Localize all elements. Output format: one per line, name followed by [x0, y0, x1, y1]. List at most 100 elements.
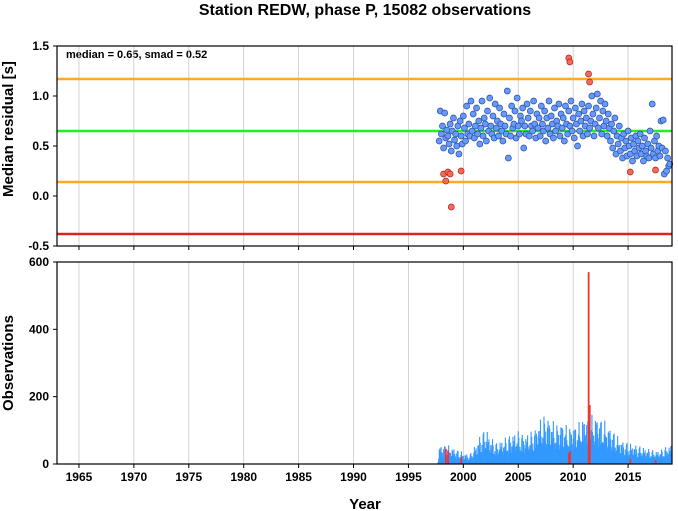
observation-bar [577, 434, 580, 464]
outlier-bar [629, 458, 632, 464]
observation-bar [595, 423, 597, 464]
observation-bar [477, 445, 480, 464]
observation-bar [504, 437, 506, 464]
observation-bar [456, 458, 458, 464]
observation-bar [572, 449, 574, 464]
observation-bar [545, 443, 547, 464]
observation-bar [438, 458, 440, 464]
observation-bar [664, 450, 666, 464]
observation-bar [496, 443, 498, 464]
observation-bar [476, 454, 478, 464]
observation-bar [665, 447, 667, 464]
observation-bar [532, 451, 534, 464]
observation-bar [497, 449, 499, 464]
data-point [578, 100, 586, 108]
observation-bar [514, 435, 516, 464]
data-point [590, 132, 598, 140]
observation-bar [559, 449, 561, 464]
data-point [483, 137, 490, 145]
observation-bar [525, 445, 527, 464]
data-point [589, 110, 597, 118]
observation-bar [660, 456, 662, 464]
data-point [636, 130, 644, 138]
data-point [459, 112, 467, 120]
observation-bar [509, 451, 511, 464]
data-point [486, 94, 494, 102]
observation-bar [652, 450, 654, 464]
observation-bar [610, 439, 612, 464]
observation-bar [529, 446, 532, 464]
observation-bar [548, 443, 550, 464]
observation-bar [465, 455, 467, 464]
x-tick-label: 2000 [450, 470, 477, 484]
outlier-point [566, 58, 574, 66]
outlier-bar [444, 448, 447, 464]
data-point [473, 104, 480, 112]
data-point [480, 114, 488, 122]
data-point [491, 100, 499, 108]
observation-bar [533, 451, 535, 464]
data-point [629, 157, 636, 165]
observation-bar [593, 435, 595, 464]
observation-bar [621, 444, 623, 464]
observation-bar [466, 454, 468, 464]
observation-bar [462, 455, 464, 464]
observation-bar [519, 446, 521, 464]
observation-bar [462, 456, 464, 464]
observation-bar [601, 442, 603, 464]
data-point [519, 104, 526, 112]
observation-bar [498, 450, 501, 464]
observation-bar [645, 458, 647, 464]
observation-bar [562, 446, 564, 464]
data-point [599, 107, 607, 115]
observation-bar [505, 443, 507, 464]
x-tick-label: 1980 [230, 470, 257, 484]
observation-bar [514, 446, 516, 464]
observation-bar [620, 444, 622, 464]
observation-bar [663, 456, 665, 464]
observation-bar [539, 431, 541, 464]
observation-bar [566, 439, 568, 464]
observation-bar [666, 452, 668, 464]
data-point [664, 154, 671, 162]
observation-bar [469, 460, 471, 464]
observation-bar [657, 451, 659, 464]
observation-bar [518, 437, 520, 464]
data-point [569, 114, 577, 122]
observation-bar [498, 455, 500, 464]
outlier-point [626, 168, 634, 176]
observation-bar [666, 451, 668, 464]
outlier-bar [569, 451, 571, 464]
observation-bar [531, 436, 533, 464]
observation-bar [608, 432, 610, 464]
observation-bar [459, 458, 461, 464]
observation-bar [630, 450, 632, 464]
observation-bar [438, 449, 440, 464]
data-point [513, 94, 521, 102]
data-point [479, 132, 487, 140]
data-point [624, 127, 632, 135]
observation-bar [497, 452, 499, 464]
data-point [524, 114, 532, 122]
observation-bar [598, 428, 601, 464]
observation-bar [553, 437, 555, 464]
observation-bar [574, 429, 576, 464]
outlier-point [586, 78, 593, 86]
observation-bar [450, 457, 452, 464]
residual-plot-frame [56, 45, 673, 247]
observation-bar [441, 456, 443, 464]
data-point [608, 120, 615, 128]
data-point [453, 142, 461, 150]
observation-bar [576, 440, 578, 464]
observation-bar [670, 446, 672, 464]
data-point [595, 124, 602, 132]
observation-bar [483, 431, 485, 464]
observation-bar [653, 454, 655, 464]
observation-bar [512, 436, 514, 464]
data-point [525, 132, 533, 140]
observation-bar [600, 422, 602, 464]
observation-bar [477, 445, 479, 464]
observation-bar [579, 440, 581, 464]
observation-bar [569, 428, 571, 464]
observation-bar [578, 422, 580, 464]
